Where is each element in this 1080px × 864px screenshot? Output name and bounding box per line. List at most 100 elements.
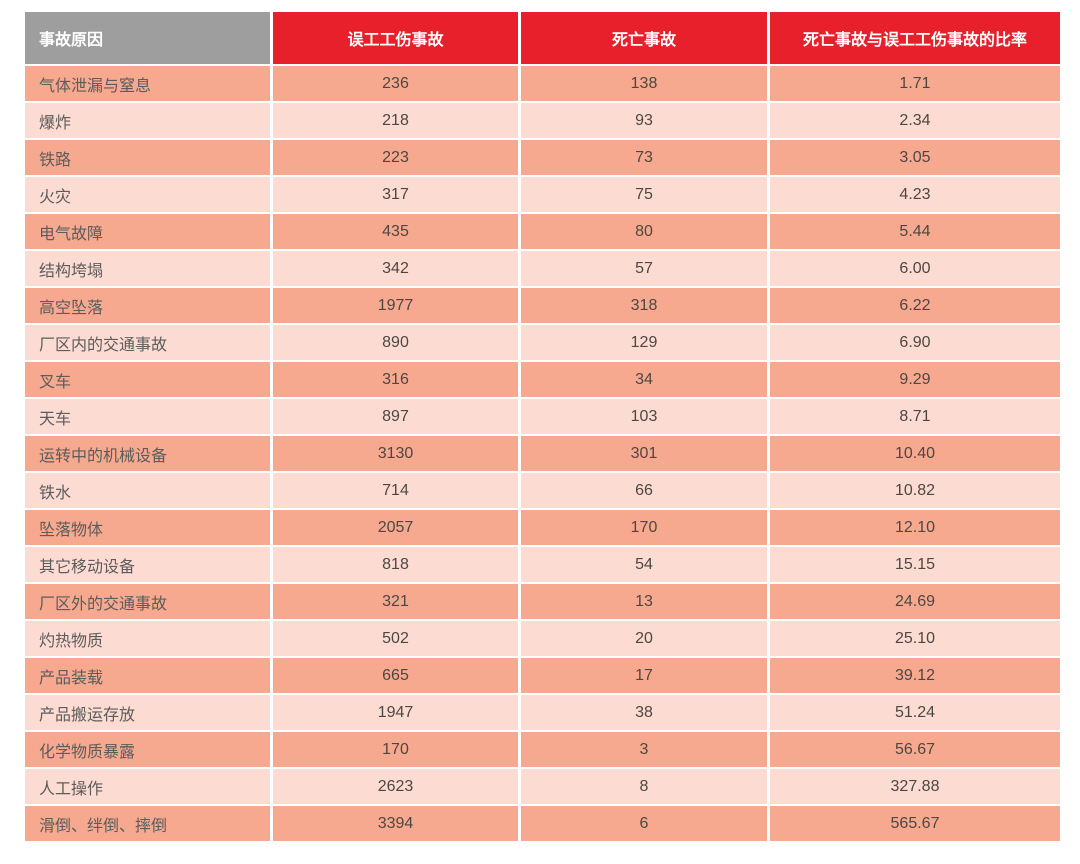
lost-time-cell: 890 bbox=[273, 325, 518, 360]
cause-cell: 高空坠落 bbox=[25, 288, 270, 323]
cause-cell: 产品装载 bbox=[25, 658, 270, 693]
lost-time-cell: 218 bbox=[273, 103, 518, 138]
fatal-cell: 38 bbox=[521, 695, 767, 730]
fatal-cell: 75 bbox=[521, 177, 767, 212]
ratio-cell: 4.23 bbox=[770, 177, 1060, 212]
cause-cell: 灼热物质 bbox=[25, 621, 270, 656]
lost-time-cell: 321 bbox=[273, 584, 518, 619]
accident-table: 事故原因 误工工伤事故 死亡事故 死亡事故与误工工伤事故的比率 气体泄漏与窒息 2… bbox=[22, 10, 1063, 843]
table-row: 产品搬运存放 1947 38 51.24 bbox=[25, 695, 1060, 730]
ratio-cell: 56.67 bbox=[770, 732, 1060, 767]
cause-cell: 厂区内的交通事故 bbox=[25, 325, 270, 360]
column-header-lost-time: 误工工伤事故 bbox=[273, 12, 518, 64]
fatal-cell: 57 bbox=[521, 251, 767, 286]
ratio-cell: 15.15 bbox=[770, 547, 1060, 582]
ratio-cell: 12.10 bbox=[770, 510, 1060, 545]
cause-cell: 人工操作 bbox=[25, 769, 270, 804]
table-row: 铁水 714 66 10.82 bbox=[25, 473, 1060, 508]
table-body: 气体泄漏与窒息 236 138 1.71 爆炸 218 93 2.34 铁路 223 73 3.05 火… bbox=[25, 66, 1060, 841]
table-row: 厂区内的交通事故 890 129 6.90 bbox=[25, 325, 1060, 360]
fatal-cell: 93 bbox=[521, 103, 767, 138]
table-row: 化学物质暴露 170 3 56.67 bbox=[25, 732, 1060, 767]
cause-cell: 铁水 bbox=[25, 473, 270, 508]
fatal-cell: 20 bbox=[521, 621, 767, 656]
lost-time-cell: 3130 bbox=[273, 436, 518, 471]
lost-time-cell: 2057 bbox=[273, 510, 518, 545]
table-row: 产品装载 665 17 39.12 bbox=[25, 658, 1060, 693]
cause-cell: 铁路 bbox=[25, 140, 270, 175]
table-row: 爆炸 218 93 2.34 bbox=[25, 103, 1060, 138]
table-row: 高空坠落 1977 318 6.22 bbox=[25, 288, 1060, 323]
cause-cell: 厂区外的交通事故 bbox=[25, 584, 270, 619]
ratio-cell: 25.10 bbox=[770, 621, 1060, 656]
fatal-cell: 54 bbox=[521, 547, 767, 582]
fatal-cell: 13 bbox=[521, 584, 767, 619]
cause-cell: 化学物质暴露 bbox=[25, 732, 270, 767]
ratio-cell: 3.05 bbox=[770, 140, 1060, 175]
lost-time-cell: 1977 bbox=[273, 288, 518, 323]
fatal-cell: 129 bbox=[521, 325, 767, 360]
cause-cell: 爆炸 bbox=[25, 103, 270, 138]
table-row: 人工操作 2623 8 327.88 bbox=[25, 769, 1060, 804]
lost-time-cell: 317 bbox=[273, 177, 518, 212]
cause-cell: 运转中的机械设备 bbox=[25, 436, 270, 471]
fatal-cell: 170 bbox=[521, 510, 767, 545]
cause-cell: 坠落物体 bbox=[25, 510, 270, 545]
fatal-cell: 3 bbox=[521, 732, 767, 767]
cause-cell: 产品搬运存放 bbox=[25, 695, 270, 730]
cause-cell: 滑倒、绊倒、摔倒 bbox=[25, 806, 270, 841]
fatal-cell: 301 bbox=[521, 436, 767, 471]
lost-time-cell: 1947 bbox=[273, 695, 518, 730]
cause-cell: 天车 bbox=[25, 399, 270, 434]
fatal-cell: 17 bbox=[521, 658, 767, 693]
ratio-cell: 327.88 bbox=[770, 769, 1060, 804]
cause-cell: 气体泄漏与窒息 bbox=[25, 66, 270, 101]
ratio-cell: 1.71 bbox=[770, 66, 1060, 101]
lost-time-cell: 435 bbox=[273, 214, 518, 249]
table-row: 叉车 316 34 9.29 bbox=[25, 362, 1060, 397]
fatal-cell: 80 bbox=[521, 214, 767, 249]
ratio-cell: 10.82 bbox=[770, 473, 1060, 508]
column-header-cause: 事故原因 bbox=[25, 12, 270, 64]
table-row: 火灾 317 75 4.23 bbox=[25, 177, 1060, 212]
lost-time-cell: 223 bbox=[273, 140, 518, 175]
lost-time-cell: 316 bbox=[273, 362, 518, 397]
ratio-cell: 6.22 bbox=[770, 288, 1060, 323]
lost-time-cell: 342 bbox=[273, 251, 518, 286]
ratio-cell: 6.90 bbox=[770, 325, 1060, 360]
cause-cell: 叉车 bbox=[25, 362, 270, 397]
header-row: 事故原因 误工工伤事故 死亡事故 死亡事故与误工工伤事故的比率 bbox=[25, 12, 1060, 64]
table-row: 天车 897 103 8.71 bbox=[25, 399, 1060, 434]
table-row: 其它移动设备 818 54 15.15 bbox=[25, 547, 1060, 582]
ratio-cell: 39.12 bbox=[770, 658, 1060, 693]
table-row: 气体泄漏与窒息 236 138 1.71 bbox=[25, 66, 1060, 101]
table-row: 结构垮塌 342 57 6.00 bbox=[25, 251, 1060, 286]
lost-time-cell: 818 bbox=[273, 547, 518, 582]
table-row: 灼热物质 502 20 25.10 bbox=[25, 621, 1060, 656]
lost-time-cell: 502 bbox=[273, 621, 518, 656]
fatal-cell: 103 bbox=[521, 399, 767, 434]
ratio-cell: 51.24 bbox=[770, 695, 1060, 730]
fatal-cell: 73 bbox=[521, 140, 767, 175]
lost-time-cell: 3394 bbox=[273, 806, 518, 841]
column-header-fatal: 死亡事故 bbox=[521, 12, 767, 64]
ratio-cell: 10.40 bbox=[770, 436, 1060, 471]
ratio-cell: 565.67 bbox=[770, 806, 1060, 841]
lost-time-cell: 170 bbox=[273, 732, 518, 767]
cause-cell: 其它移动设备 bbox=[25, 547, 270, 582]
column-header-ratio: 死亡事故与误工工伤事故的比率 bbox=[770, 12, 1060, 64]
cause-cell: 火灾 bbox=[25, 177, 270, 212]
cause-cell: 电气故障 bbox=[25, 214, 270, 249]
table-row: 铁路 223 73 3.05 bbox=[25, 140, 1060, 175]
ratio-cell: 9.29 bbox=[770, 362, 1060, 397]
fatal-cell: 138 bbox=[521, 66, 767, 101]
fatal-cell: 318 bbox=[521, 288, 767, 323]
lost-time-cell: 897 bbox=[273, 399, 518, 434]
ratio-cell: 24.69 bbox=[770, 584, 1060, 619]
table-row: 滑倒、绊倒、摔倒 3394 6 565.67 bbox=[25, 806, 1060, 841]
fatal-cell: 66 bbox=[521, 473, 767, 508]
lost-time-cell: 665 bbox=[273, 658, 518, 693]
table-row: 运转中的机械设备 3130 301 10.40 bbox=[25, 436, 1060, 471]
lost-time-cell: 714 bbox=[273, 473, 518, 508]
fatal-cell: 34 bbox=[521, 362, 767, 397]
